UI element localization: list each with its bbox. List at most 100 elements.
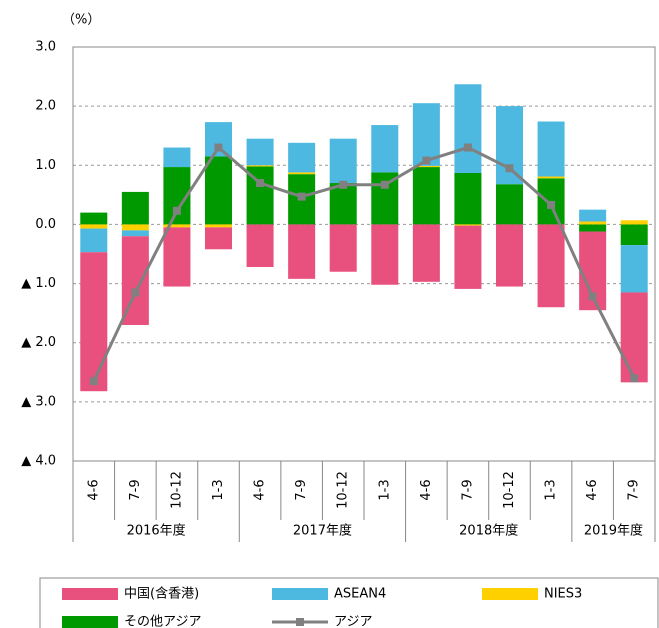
x-tick-label: 1-3 (544, 479, 559, 500)
bar-segment (121, 230, 149, 237)
bar-segment (412, 103, 440, 166)
bar-segment (495, 184, 524, 225)
legend-label: NIES3 (544, 587, 582, 602)
bar-segment (495, 106, 524, 185)
legend-label: ASEAN4 (334, 587, 386, 602)
bar-segment (246, 224, 274, 268)
line-marker (89, 377, 98, 386)
line-marker (172, 206, 181, 215)
x-tick-label: 10-12 (169, 471, 184, 509)
line-marker (339, 180, 348, 189)
y-tick-label: 3.0 (35, 40, 56, 55)
bar-segment (329, 183, 357, 225)
bar-segment (537, 224, 565, 308)
legend-swatch (272, 588, 328, 600)
group-label: 2019年度 (584, 523, 643, 539)
y-tick-label: ▲ 4.0 (21, 454, 56, 469)
bar-segment (371, 125, 399, 173)
bar-segment (495, 224, 524, 287)
line-marker (131, 288, 140, 297)
bar-segment (163, 147, 191, 168)
bar-segment (454, 84, 482, 173)
legend-frame (39, 577, 659, 628)
legend-swatch (62, 616, 118, 628)
x-tick-label: 4-6 (419, 479, 434, 500)
bar-segment (288, 172, 316, 175)
bar-segment (163, 227, 191, 287)
legend-swatch (296, 618, 304, 626)
x-tick-label: 1-3 (377, 479, 392, 500)
bar-segment (412, 167, 440, 225)
bar-segment (579, 209, 607, 222)
x-tick-label: 10-12 (336, 471, 351, 509)
x-tick-label: 4-6 (253, 479, 268, 500)
bar-segment (80, 212, 108, 225)
y-tick-label: ▲ 1.0 (21, 276, 56, 291)
bar-segment (579, 221, 607, 225)
line-marker (214, 143, 223, 152)
x-tick-label: 7-9 (627, 479, 642, 500)
group-label: 2018年度 (459, 523, 518, 539)
bar-segment (579, 224, 607, 232)
group-label: 2017年度 (293, 523, 352, 539)
bar-segment (329, 224, 357, 272)
y-tick-label: ▲ 3.0 (21, 394, 56, 409)
bar-segment (537, 176, 565, 179)
legend-swatch (482, 588, 538, 600)
line-marker (380, 180, 389, 189)
x-tick-label: 7-9 (128, 479, 143, 500)
line-marker (588, 292, 597, 301)
bar-segment (163, 224, 191, 228)
bar-segment (620, 245, 648, 293)
bar-segment (80, 224, 108, 229)
line-series (92, 145, 636, 382)
line-marker (505, 164, 514, 173)
x-tick-label: 4-6 (86, 479, 101, 500)
bar-segment (620, 220, 648, 225)
bar-segment (288, 142, 316, 173)
y-tick-label: 0.0 (35, 217, 56, 232)
group-label: 2016年度 (127, 523, 186, 539)
bar-segment (204, 156, 233, 225)
bar-segment (80, 252, 108, 392)
bar-segment (620, 292, 648, 383)
plot-frame (72, 46, 656, 462)
bar-segment (246, 165, 274, 167)
x-tick-label: 7-9 (294, 479, 309, 500)
bar-segment (412, 224, 440, 282)
bar-segment (288, 224, 316, 279)
x-tick-label: 1-3 (211, 479, 226, 500)
bar-segment (454, 224, 482, 226)
line-marker (630, 374, 639, 383)
legend-label: その他アジア (124, 615, 201, 628)
x-tick-label: 4-6 (585, 479, 600, 500)
bar-segment (412, 165, 440, 168)
unit-label: （%） (62, 13, 100, 28)
bar-segment (204, 227, 233, 250)
x-tick-label: 10-12 (502, 471, 517, 509)
bar-segment (454, 172, 482, 225)
bar-segment (454, 225, 482, 289)
y-tick-label: 2.0 (35, 99, 56, 114)
bar-segment (620, 224, 648, 246)
bar-segment (371, 224, 399, 285)
bar-segment (204, 224, 233, 228)
legend-swatch (62, 588, 118, 600)
line-marker (463, 143, 472, 152)
bar-segment (121, 224, 149, 231)
legend-label: アジア (334, 615, 372, 628)
line-marker (547, 200, 556, 209)
y-tick-label: 1.0 (35, 158, 56, 173)
x-tick-label: 7-9 (460, 479, 475, 500)
bar-segment (246, 138, 274, 166)
bar-segment (329, 138, 357, 184)
line-marker (422, 156, 431, 165)
legend-label: 中国(含香港) (124, 586, 199, 602)
bar-segment (80, 228, 108, 253)
line-marker (256, 179, 265, 188)
bar-segment (121, 191, 149, 225)
bar-segment (537, 121, 565, 177)
line-marker (297, 192, 306, 201)
y-tick-label: ▲ 2.0 (21, 335, 56, 350)
